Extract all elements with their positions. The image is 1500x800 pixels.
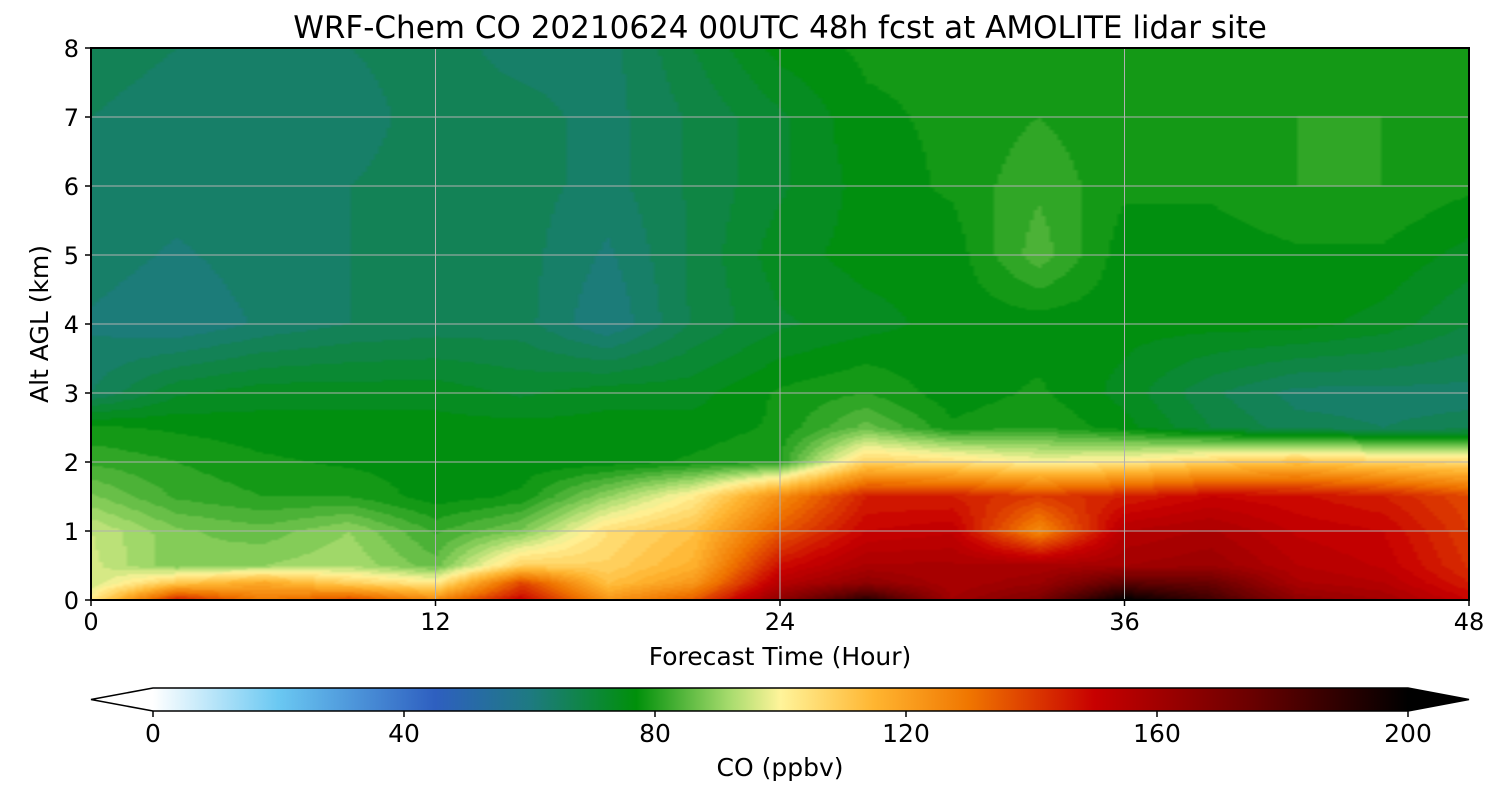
colorbar-min-extend-arrow	[91, 688, 153, 711]
y-tick-label: 4	[64, 311, 79, 339]
colorbar-tick-label: 0	[145, 719, 161, 748]
colorbar-ticks: 0 40 80 120 160 200	[145, 711, 1432, 748]
x-tick-label: 36	[1109, 608, 1140, 636]
colorbar: 0 40 80 120 160 200 CO (ppbv)	[90, 687, 1470, 782]
colorbar-max-extend-arrow	[1408, 688, 1469, 711]
grid-lines	[91, 48, 1469, 600]
colorbar-tick-label: 160	[1133, 719, 1181, 748]
plot-area	[90, 47, 1470, 601]
colorbar-label: CO (ppbv)	[717, 753, 844, 782]
x-tick-label: 48	[1454, 608, 1485, 636]
x-axis-ticks: 0 12 24 36 48	[83, 600, 1484, 636]
colorbar-tick-label: 40	[388, 719, 420, 748]
x-tick-label: 24	[765, 608, 796, 636]
x-tick-label: 12	[420, 608, 451, 636]
y-tick-label: 6	[64, 173, 79, 201]
y-axis-ticks: 0 1 2 3 4 5 6 7 8	[64, 35, 91, 615]
x-tick-label: 0	[83, 608, 98, 636]
y-tick-label: 7	[64, 104, 79, 132]
chart-title: WRF-Chem CO 20210624 00UTC 48h fcst at A…	[293, 10, 1267, 46]
y-tick-label: 8	[64, 35, 79, 63]
colorbar-tick-label: 120	[882, 719, 930, 748]
y-tick-label: 2	[64, 449, 79, 477]
colorbar-gradient	[153, 688, 1408, 711]
colorbar-tick-label: 200	[1384, 719, 1432, 748]
colorbar-tick-label: 80	[639, 719, 671, 748]
y-axis-label: Alt AGL (km)	[25, 245, 54, 403]
y-tick-label: 0	[64, 587, 79, 615]
x-axis-label: Forecast Time (Hour)	[649, 642, 912, 671]
y-tick-label: 3	[64, 380, 79, 408]
y-tick-label: 1	[64, 518, 79, 546]
y-tick-label: 5	[64, 242, 79, 270]
